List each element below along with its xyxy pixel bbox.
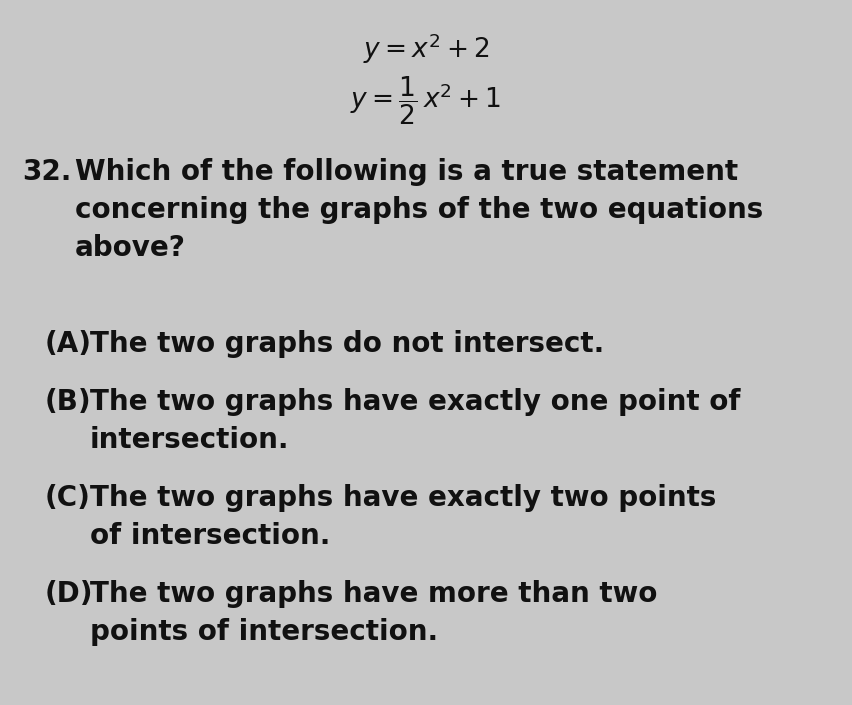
Text: Which of the following is a true statement: Which of the following is a true stateme…: [75, 158, 738, 186]
Text: The two graphs do not intersect.: The two graphs do not intersect.: [90, 330, 604, 358]
Text: $y = \dfrac{1}{2}\,x^2 + 1$: $y = \dfrac{1}{2}\,x^2 + 1$: [350, 75, 502, 127]
Text: concerning the graphs of the two equations: concerning the graphs of the two equatio…: [75, 196, 763, 224]
Text: (D): (D): [45, 580, 94, 608]
Text: intersection.: intersection.: [90, 426, 290, 454]
Text: points of intersection.: points of intersection.: [90, 618, 438, 646]
Text: $y = x^2 + 2$: $y = x^2 + 2$: [363, 32, 489, 66]
Text: of intersection.: of intersection.: [90, 522, 331, 550]
Text: (A): (A): [45, 330, 92, 358]
Text: above?: above?: [75, 234, 186, 262]
Text: (C): (C): [45, 484, 91, 512]
Text: The two graphs have exactly one point of: The two graphs have exactly one point of: [90, 388, 740, 416]
Text: (B): (B): [45, 388, 92, 416]
Text: 32.: 32.: [22, 158, 72, 186]
Text: The two graphs have exactly two points: The two graphs have exactly two points: [90, 484, 717, 512]
Text: The two graphs have more than two: The two graphs have more than two: [90, 580, 658, 608]
